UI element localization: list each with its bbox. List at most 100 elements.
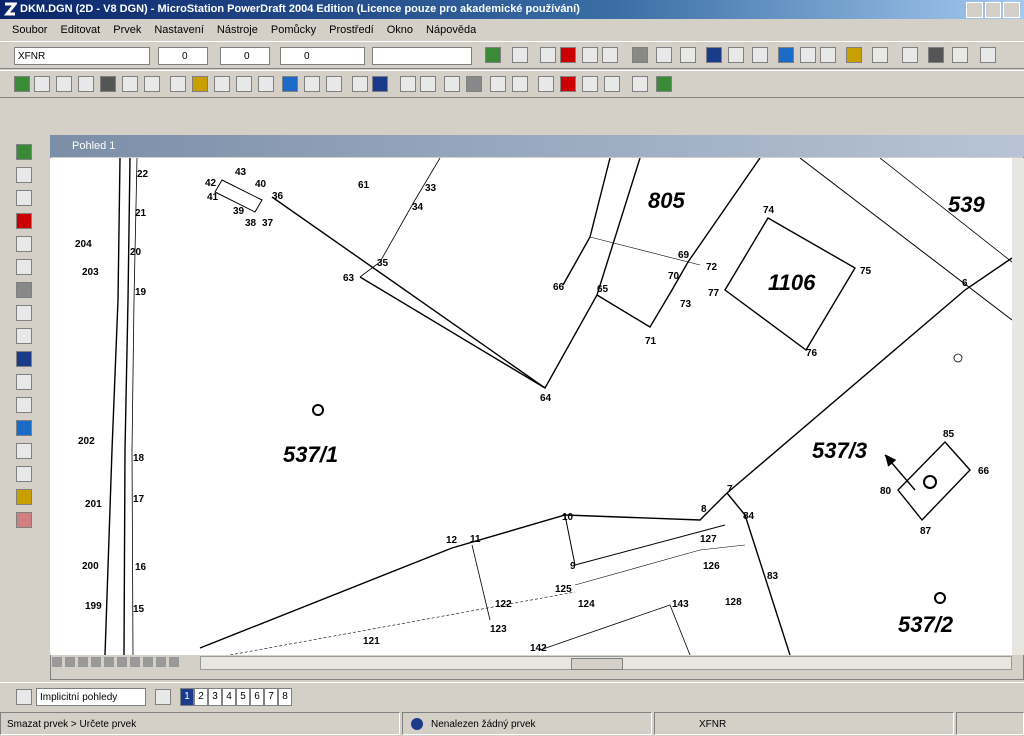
toolbar-button[interactable] <box>352 76 368 92</box>
view-groups-icon[interactable] <box>16 689 32 705</box>
view-control[interactable] <box>65 657 75 667</box>
toolbar-button[interactable] <box>928 47 944 63</box>
tool-button[interactable] <box>16 167 32 183</box>
tool-button[interactable] <box>16 144 32 160</box>
toolbar-button[interactable] <box>902 47 918 63</box>
view-button[interactable]: 4 <box>222 688 236 706</box>
toolbar-button[interactable] <box>602 47 618 63</box>
toolbar-button[interactable] <box>656 47 672 63</box>
horizontal-scrollbar[interactable] <box>200 656 1012 670</box>
toolbar-button[interactable] <box>170 76 186 92</box>
menu-item[interactable]: Prvek <box>113 20 141 40</box>
weight-combo[interactable]: 0 <box>280 47 365 65</box>
toolbar-button[interactable] <box>490 76 506 92</box>
toolbar-button[interactable] <box>14 76 30 92</box>
view-control[interactable] <box>117 657 127 667</box>
toolbar-button[interactable] <box>192 76 208 92</box>
toolbar-button[interactable] <box>372 76 388 92</box>
view-groups-manage[interactable] <box>155 689 171 705</box>
toolbar-button[interactable] <box>778 47 794 63</box>
toolbar-button[interactable] <box>560 76 576 92</box>
toolbar-button[interactable] <box>538 76 554 92</box>
linestyle-preview[interactable] <box>372 47 472 65</box>
scroll-thumb[interactable] <box>571 658 623 670</box>
toolbar-button[interactable] <box>304 76 320 92</box>
view-button[interactable]: 5 <box>236 688 250 706</box>
toolbar-button[interactable] <box>78 76 94 92</box>
tool-button[interactable] <box>16 236 32 252</box>
tool-button[interactable] <box>16 190 32 206</box>
close[interactable] <box>1003 2 1020 18</box>
toolbar-button[interactable] <box>420 76 436 92</box>
toolbar-button[interactable] <box>540 47 556 63</box>
toolbar-button[interactable] <box>56 76 72 92</box>
toolbar-button[interactable] <box>485 47 501 63</box>
view-button[interactable]: 2 <box>194 688 208 706</box>
toolbar-button[interactable] <box>214 76 230 92</box>
toolbar-button[interactable] <box>752 47 768 63</box>
toolbar-button[interactable] <box>952 47 968 63</box>
toolbar-button[interactable] <box>632 47 648 63</box>
toolbar-button[interactable] <box>582 76 598 92</box>
toolbar-button[interactable] <box>282 76 298 92</box>
toolbar-button[interactable] <box>800 47 816 63</box>
toolbar-button[interactable] <box>144 76 160 92</box>
view-button[interactable]: 8 <box>278 688 292 706</box>
vertical-scrollbar[interactable] <box>1012 158 1024 655</box>
menu-item[interactable]: Prostředí <box>329 20 374 40</box>
toolbar-button[interactable] <box>846 47 862 63</box>
toolbar-button[interactable] <box>680 47 696 63</box>
tool-button[interactable] <box>16 420 32 436</box>
tool-button[interactable] <box>16 489 32 505</box>
toolbar-button[interactable] <box>560 47 576 63</box>
view-control[interactable] <box>104 657 114 667</box>
toolbar-button[interactable] <box>444 76 460 92</box>
toolbar-button[interactable] <box>512 76 528 92</box>
minimize[interactable] <box>966 2 983 18</box>
view-control[interactable] <box>52 657 62 667</box>
toolbar-button[interactable] <box>34 76 50 92</box>
toolbar-button[interactable] <box>872 47 888 63</box>
menu-item[interactable]: Okno <box>387 20 413 40</box>
toolbar-button[interactable] <box>326 76 342 92</box>
toolbar-button[interactable] <box>258 76 274 92</box>
tool-button[interactable] <box>16 351 32 367</box>
view-button[interactable]: 7 <box>264 688 278 706</box>
menu-item[interactable]: Soubor <box>12 20 47 40</box>
toolbar-button[interactable] <box>706 47 722 63</box>
tool-button[interactable] <box>16 282 32 298</box>
view-control[interactable] <box>130 657 140 667</box>
menu-item[interactable]: Editovat <box>60 20 100 40</box>
tool-button[interactable] <box>16 374 32 390</box>
view-button[interactable]: 1 <box>180 688 194 706</box>
status-save[interactable] <box>956 712 1024 735</box>
menu-item[interactable]: Pomůcky <box>271 20 316 40</box>
view-control[interactable] <box>91 657 101 667</box>
toolbar-button[interactable] <box>400 76 416 92</box>
toolbar-button[interactable] <box>728 47 744 63</box>
toolbar-button[interactable] <box>512 47 528 63</box>
color-combo[interactable]: 0 <box>158 47 208 65</box>
toolbar-button[interactable] <box>236 76 252 92</box>
view-control[interactable] <box>156 657 166 667</box>
tool-button[interactable] <box>16 466 32 482</box>
toolbar-button[interactable] <box>466 76 482 92</box>
toolbar-button[interactable] <box>632 76 648 92</box>
toolbar-button[interactable] <box>122 76 138 92</box>
tool-button[interactable] <box>16 443 32 459</box>
toolbar-button[interactable] <box>820 47 836 63</box>
view-button[interactable]: 3 <box>208 688 222 706</box>
menu-item[interactable]: Nápověda <box>426 20 476 40</box>
style-combo[interactable]: 0 <box>220 47 270 65</box>
toolbar-button[interactable] <box>604 76 620 92</box>
toolbar-button[interactable] <box>100 76 116 92</box>
toolbar-button[interactable] <box>582 47 598 63</box>
view-control[interactable] <box>78 657 88 667</box>
menu-item[interactable]: Nástroje <box>217 20 258 40</box>
view-button[interactable]: 6 <box>250 688 264 706</box>
maximize[interactable] <box>985 2 1002 18</box>
tool-button[interactable] <box>16 328 32 344</box>
toolbar-button[interactable] <box>656 76 672 92</box>
view-control[interactable] <box>169 657 179 667</box>
